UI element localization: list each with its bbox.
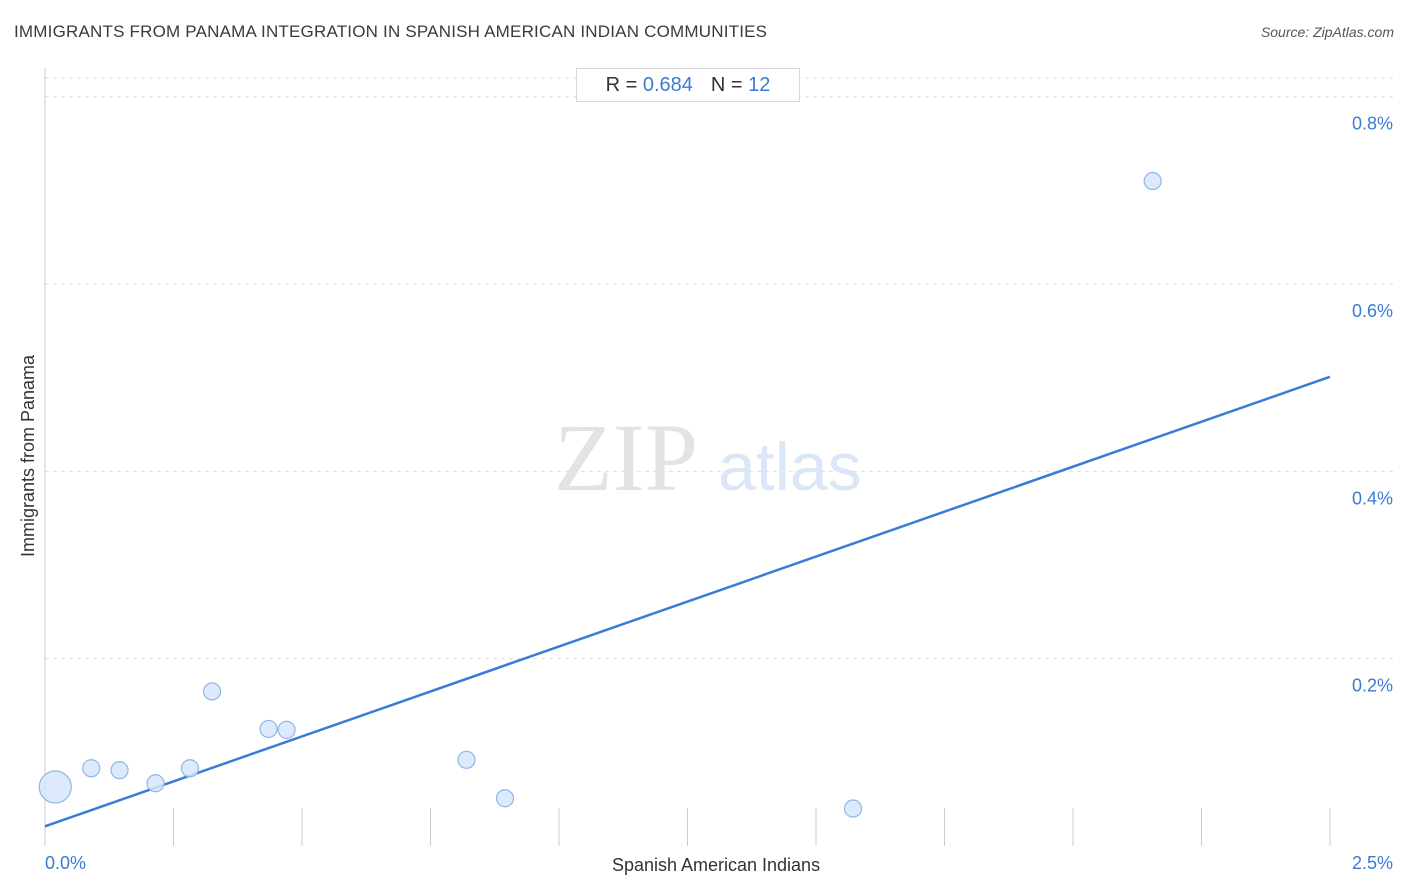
grid-layer [45,77,1395,660]
data-point [495,789,515,808]
x-axis-title: Spanish American Indians [612,855,820,875]
trend-layer [44,375,1331,828]
chart-title: IMMIGRANTS FROM PANAMA INTEGRATION IN SP… [14,22,768,41]
n-value: 12 [748,73,771,96]
data-point [38,770,72,804]
r-value: 0.684 [642,73,693,96]
label-layer: 0.2% 0.4% 0.6% 0.8% 0.0% 2.5% [45,114,1393,873]
watermark-zip: ZIP [554,404,698,511]
stats-box: R = 0.684 N = 12 [576,68,800,102]
y-tick-label: 0.4% [1352,488,1393,508]
data-point [1143,171,1162,191]
trend-line [44,375,1331,828]
axis-layer [44,68,1331,846]
r-label: R = [605,73,638,96]
data-point [146,774,165,793]
data-point [457,750,476,769]
y-tick-label: 0.2% [1352,676,1393,696]
source-label: Source: ZipAtlas.com [1260,24,1394,40]
data-point [202,682,222,701]
x-tick-label: 2.5% [1352,853,1393,873]
y-tick-label: 0.8% [1352,114,1393,134]
y-axis-title: Immigrants from Panama [18,354,38,557]
data-point [259,719,278,739]
data-point [277,720,296,739]
watermark-atlas: atlas [718,429,862,505]
n-label: N = [710,73,743,96]
watermark: ZIP atlas [554,404,862,511]
x-tick-label: 0.0% [45,853,86,873]
data-point [843,799,863,818]
point-layer [38,171,1162,818]
data-point [82,759,101,778]
y-tick-label: 0.6% [1352,301,1393,321]
data-point [110,761,129,780]
data-point [180,759,200,778]
